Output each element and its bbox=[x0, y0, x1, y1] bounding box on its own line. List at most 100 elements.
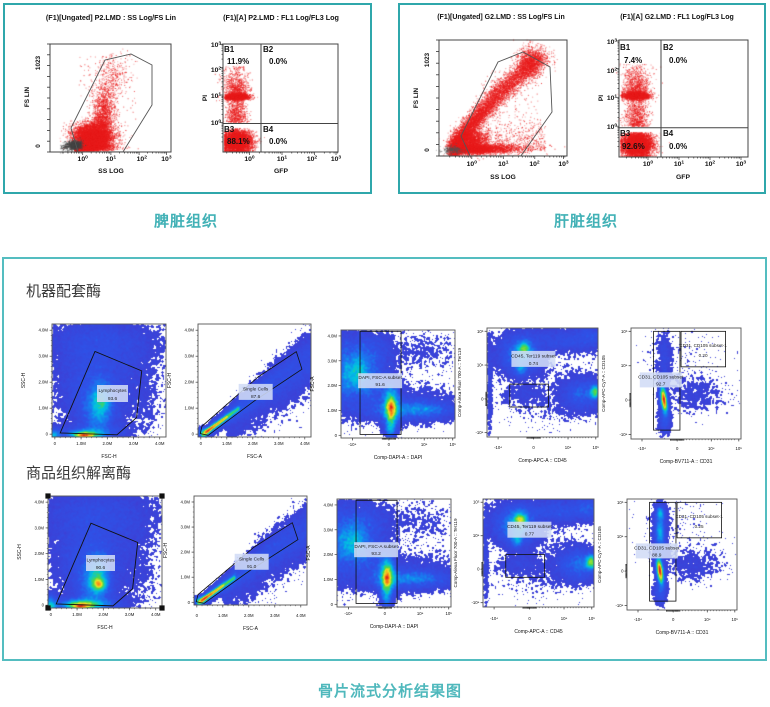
svg-text:2.0M: 2.0M bbox=[184, 380, 194, 385]
svg-text:Comp-Alexa Fluor 700-A :: Ter1: Comp-Alexa Fluor 700-A :: Ter119 bbox=[457, 348, 462, 417]
svg-text:10⁴: 10⁴ bbox=[565, 445, 572, 450]
svg-text:4.0M: 4.0M bbox=[155, 441, 165, 446]
svg-text:0: 0 bbox=[532, 445, 535, 450]
svg-text:Single Cells: Single Cells bbox=[239, 556, 265, 562]
svg-text:3.0M: 3.0M bbox=[270, 613, 280, 618]
svg-text:Comp-APC-Cy7-A :: CD105: Comp-APC-Cy7-A :: CD105 bbox=[601, 355, 606, 412]
svg-text:10⁵: 10⁵ bbox=[473, 500, 480, 505]
svg-text:88.9: 88.9 bbox=[652, 552, 662, 558]
svg-text:10⁴: 10⁴ bbox=[561, 616, 568, 621]
svg-text:0: 0 bbox=[528, 616, 531, 621]
svg-text:102: 102 bbox=[137, 154, 148, 163]
svg-text:0: 0 bbox=[672, 617, 675, 622]
svg-text:4.0M: 4.0M bbox=[151, 612, 161, 617]
svg-text:PI: PI bbox=[598, 95, 605, 101]
svg-text:2.0M: 2.0M bbox=[248, 441, 258, 446]
svg-text:101: 101 bbox=[674, 159, 685, 168]
svg-text:3.0M: 3.0M bbox=[327, 358, 337, 363]
svg-text:CD31, CD105 subset-1: CD31, CD105 subset-1 bbox=[679, 343, 727, 348]
svg-text:10⁵: 10⁵ bbox=[445, 611, 452, 616]
svg-text:0: 0 bbox=[481, 396, 484, 401]
svg-text:102: 102 bbox=[211, 65, 222, 74]
svg-text:0: 0 bbox=[196, 613, 199, 618]
svg-text:FSC-H: FSC-H bbox=[167, 372, 173, 388]
svg-text:(F1)[A] P2.LMD : FL1 Log/FL3 L: (F1)[A] P2.LMD : FL1 Log/FL3 Log bbox=[223, 13, 339, 22]
svg-text:10⁴: 10⁴ bbox=[473, 533, 480, 538]
svg-text:B1: B1 bbox=[620, 43, 631, 52]
svg-text:0: 0 bbox=[388, 442, 391, 447]
svg-text:1023: 1023 bbox=[424, 52, 431, 67]
svg-text:2.0M: 2.0M bbox=[327, 383, 337, 388]
svg-text:0.0%: 0.0% bbox=[669, 56, 687, 65]
svg-text:101: 101 bbox=[607, 93, 618, 102]
svg-text:1.0M: 1.0M bbox=[184, 406, 194, 411]
svg-text:10⁴: 10⁴ bbox=[617, 534, 624, 539]
svg-text:-10⁴: -10⁴ bbox=[490, 616, 498, 621]
svg-text:Comp-DAPI-A :: DAPI: Comp-DAPI-A :: DAPI bbox=[374, 455, 423, 461]
svg-text:103: 103 bbox=[211, 40, 222, 49]
svg-text:Comp-Alexa Fluor 700-A :: Ter1: Comp-Alexa Fluor 700-A :: Ter119 bbox=[453, 518, 458, 587]
svg-text:103: 103 bbox=[558, 159, 569, 168]
svg-text:2.0M: 2.0M bbox=[99, 612, 109, 617]
svg-text:2.0M: 2.0M bbox=[38, 380, 48, 385]
svg-text:B2: B2 bbox=[663, 43, 674, 52]
svg-text:0: 0 bbox=[424, 148, 431, 152]
svg-text:(F1)[Ungated] G2.LMD : SS Log/: (F1)[Ungated] G2.LMD : SS Log/FS Lin bbox=[437, 14, 565, 21]
svg-text:0.77: 0.77 bbox=[525, 532, 535, 538]
svg-text:0.20: 0.20 bbox=[699, 353, 708, 358]
svg-text:0: 0 bbox=[331, 602, 334, 607]
svg-text:CD31, CD105 subset: CD31, CD105 subset bbox=[634, 545, 680, 551]
svg-text:FSC-A: FSC-A bbox=[310, 376, 316, 392]
svg-text:1.0M: 1.0M bbox=[34, 577, 44, 582]
svg-text:100: 100 bbox=[244, 154, 255, 163]
svg-text:101: 101 bbox=[106, 154, 117, 163]
svg-text:Single Cells: Single Cells bbox=[243, 386, 269, 392]
svg-text:4.0M: 4.0M bbox=[300, 441, 310, 446]
svg-text:1.0M: 1.0M bbox=[222, 441, 232, 446]
svg-text:102: 102 bbox=[307, 154, 318, 163]
svg-text:3.0M: 3.0M bbox=[129, 441, 139, 446]
svg-text:Comp-DAPI-A :: DAPI: Comp-DAPI-A :: DAPI bbox=[370, 624, 419, 630]
svg-text:10⁵: 10⁵ bbox=[621, 329, 628, 334]
svg-text:Lymphocytes: Lymphocytes bbox=[86, 558, 115, 564]
svg-text:3.0M: 3.0M bbox=[125, 612, 135, 617]
svg-text:0: 0 bbox=[625, 398, 628, 403]
svg-text:(F1)[Ungated] P2.LMD : SS Log/: (F1)[Ungated] P2.LMD : SS Log/FS Lin bbox=[46, 13, 176, 22]
svg-text:1.0M: 1.0M bbox=[180, 575, 190, 580]
svg-text:101: 101 bbox=[277, 154, 288, 163]
svg-text:88.1%: 88.1% bbox=[227, 137, 250, 146]
svg-text:-10⁴: -10⁴ bbox=[344, 611, 352, 616]
svg-text:10⁵: 10⁵ bbox=[732, 617, 739, 622]
svg-text:FSC-A: FSC-A bbox=[243, 626, 259, 632]
svg-text:0: 0 bbox=[676, 446, 679, 451]
svg-text:0: 0 bbox=[192, 432, 195, 437]
svg-text:0: 0 bbox=[335, 433, 338, 438]
svg-text:10⁴: 10⁴ bbox=[417, 611, 424, 616]
svg-text:102: 102 bbox=[705, 159, 716, 168]
svg-text:DAPI, FSC-A subset: DAPI, FSC-A subset bbox=[354, 544, 398, 550]
svg-text:GFP: GFP bbox=[676, 174, 690, 181]
svg-text:100: 100 bbox=[211, 118, 222, 127]
svg-text:-10⁴: -10⁴ bbox=[471, 600, 479, 605]
svg-text:FSC-A: FSC-A bbox=[247, 454, 263, 460]
svg-text:4.0M: 4.0M bbox=[184, 328, 194, 333]
svg-text:10⁴: 10⁴ bbox=[477, 363, 484, 368]
svg-text:2.0M: 2.0M bbox=[180, 550, 190, 555]
svg-text:B3: B3 bbox=[224, 125, 235, 134]
svg-text:3.0M: 3.0M bbox=[180, 525, 190, 530]
svg-text:103: 103 bbox=[736, 159, 747, 168]
svg-text:103: 103 bbox=[607, 37, 618, 46]
svg-text:1.0M: 1.0M bbox=[72, 612, 82, 617]
svg-text:1.0M: 1.0M bbox=[38, 406, 48, 411]
svg-text:SS LOG: SS LOG bbox=[490, 174, 516, 181]
svg-text:93.6: 93.6 bbox=[108, 396, 118, 402]
svg-text:10⁵: 10⁵ bbox=[592, 445, 599, 450]
svg-text:2.0M: 2.0M bbox=[323, 552, 333, 557]
svg-text:92.7: 92.7 bbox=[656, 381, 666, 387]
svg-text:PI: PI bbox=[202, 95, 209, 101]
svg-text:2.0M: 2.0M bbox=[103, 441, 113, 446]
svg-text:2.0M: 2.0M bbox=[244, 613, 254, 618]
svg-text:4.0M: 4.0M bbox=[323, 502, 333, 507]
svg-text:100: 100 bbox=[643, 159, 654, 168]
svg-text:3.0M: 3.0M bbox=[34, 525, 44, 530]
